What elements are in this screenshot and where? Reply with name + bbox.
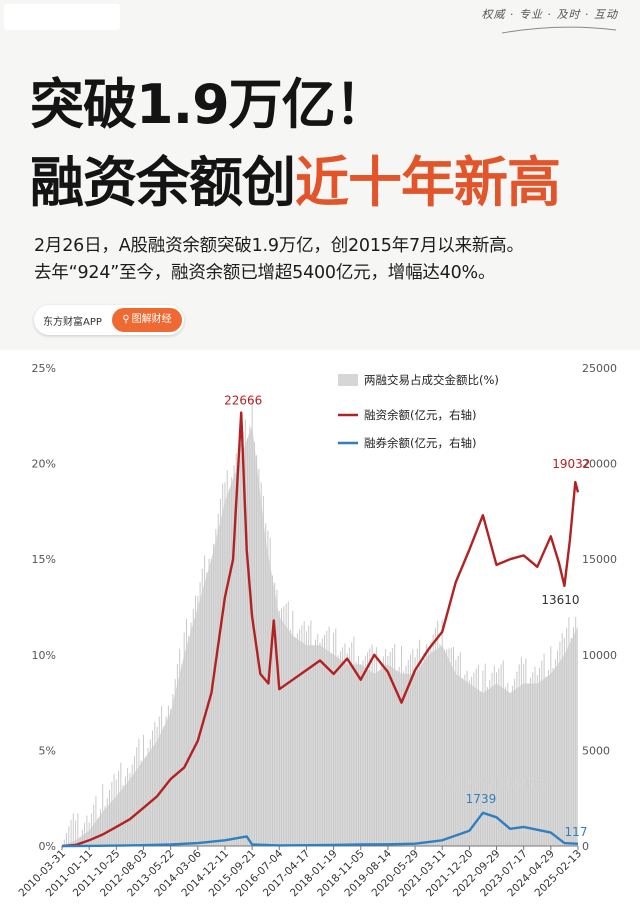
annotation-peak-2015: 22666 xyxy=(224,394,262,408)
series-lending-line xyxy=(61,811,579,848)
left-axis-tick-label: 20% xyxy=(32,458,56,471)
annotation-2024-low: 13610 xyxy=(541,593,579,607)
legend-label-ratio: 两融交易占成交金额比(%) xyxy=(364,373,499,387)
headline-line-1: 突破1.9万亿！ xyxy=(30,73,389,136)
graphic-finance-tag-label: 图解财经 xyxy=(131,314,172,325)
subtitle-line-2: 去年“924”至今，融资余额已增超5400亿元，增幅达40%。 xyxy=(34,263,496,283)
right-axis-tick-label: 0 xyxy=(582,840,589,853)
series-ratio-texture xyxy=(63,397,577,846)
series-financing-line xyxy=(61,411,580,848)
annotation-lending-latest: 117 xyxy=(565,825,588,839)
left-axis-tick-label: 25% xyxy=(32,362,56,375)
app-source-badge[interactable]: 东方财富APP ⚲ 图解财经 xyxy=(34,305,184,335)
headline-highlight: 近十年新高 xyxy=(295,151,561,214)
headline-line-2: 融资余额创近十年新高 xyxy=(30,138,561,217)
annotation-latest-high: 19032 xyxy=(552,457,590,471)
left-axis-tick-label: 15% xyxy=(32,553,56,566)
right-axis-tick-label: 15000 xyxy=(582,553,617,566)
headline-prefix: 融资余额创 xyxy=(30,151,296,214)
legend-swatch-ratio xyxy=(338,374,358,386)
app-name-label: 东方财富APP xyxy=(43,317,102,328)
legend-label-lending: 融券余额(亿元，右轴) xyxy=(364,436,476,450)
subtitle-line-1: 2月26日，A股融资余额突破1.9万亿，创2015年7月以来新高。 xyxy=(34,236,524,256)
publisher-tagline: 权威 · 专业 · 及时 · 互动 xyxy=(481,8,618,21)
graphic-finance-tag[interactable]: ⚲ 图解财经 xyxy=(112,308,182,332)
left-axis-tick-label: 5% xyxy=(39,744,56,757)
right-axis-tick-label: 10000 xyxy=(582,649,617,662)
annotation-lending-peak: 1739 xyxy=(466,792,497,806)
margin-balance-chart: 0% 5% 10% 15% 20% 25% 0 5000 10000 15000 20000 2500… xyxy=(0,350,640,918)
left-axis-tick-label: 0% xyxy=(39,840,56,853)
tagline-swoosh-decoration xyxy=(501,26,617,34)
legend-label-financing: 融资余额(亿元，右轴) xyxy=(364,408,476,422)
left-axis-tick-label: 10% xyxy=(32,649,56,662)
right-axis-tick-label: 5000 xyxy=(582,744,610,757)
corner-logo-placeholder xyxy=(4,4,120,30)
right-axis-tick-label: 25000 xyxy=(582,362,617,375)
chart-watermark: 东方财富 图解财经 xyxy=(440,776,548,792)
search-icon: ⚲ xyxy=(122,314,130,325)
right-axis-tick-label: 20000 xyxy=(582,458,617,471)
